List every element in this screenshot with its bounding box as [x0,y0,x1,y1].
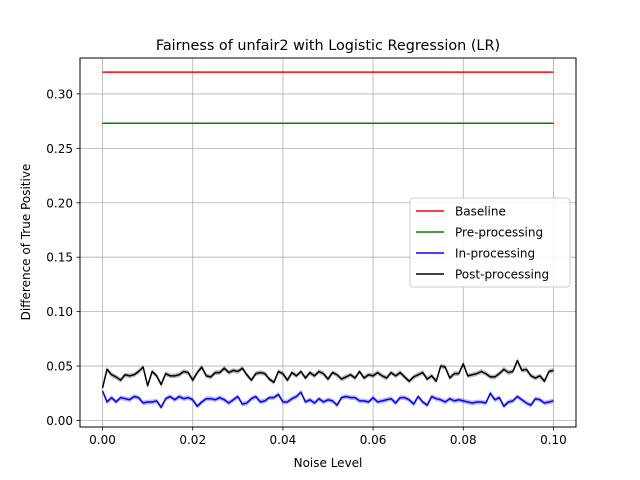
y-tick-label: 0.05 [46,360,73,374]
x-tick-label: 0.06 [360,433,387,447]
in-processing-line [101,390,554,409]
y-tick-label: 0.30 [46,87,73,101]
post-processing-line [101,359,554,388]
legend: Baseline Pre-processing In-processing Post-… [409,197,571,288]
legend-label-baseline: Baseline [455,205,506,219]
chart-title: Fairness of unfair2 with Logistic Regres… [156,38,500,54]
legend-label-pre-processing: Pre-processing [455,226,543,240]
series-lines [101,71,554,409]
y-tick-label: 0.15 [46,251,73,265]
plot-frame [79,57,577,428]
x-axis-ticks: 0.00 0.02 0.04 0.06 0.08 0.10 [89,427,567,447]
x-tick-label: 0.04 [270,433,297,447]
x-tick-label: 0.00 [89,433,116,447]
x-tick-label: 0.08 [450,433,477,447]
y-tick-label: 0.00 [46,414,73,428]
y-axis-ticks: 0.00 0.05 0.10 0.15 0.20 0.25 0.30 [46,87,80,428]
x-tick-label: 0.02 [179,433,206,447]
y-tick-label: 0.10 [46,305,73,319]
legend-label-in-processing: In-processing [455,247,535,261]
y-axis-label: Difference of True Positive [19,164,33,321]
y-tick-label: 0.25 [46,142,73,156]
legend-box [409,197,571,288]
legend-label-post-processing: Post-processing [455,268,549,282]
x-tick-label: 0.10 [540,433,567,447]
x-axis-label: Noise Level [294,456,363,470]
y-tick-label: 0.20 [46,196,73,210]
